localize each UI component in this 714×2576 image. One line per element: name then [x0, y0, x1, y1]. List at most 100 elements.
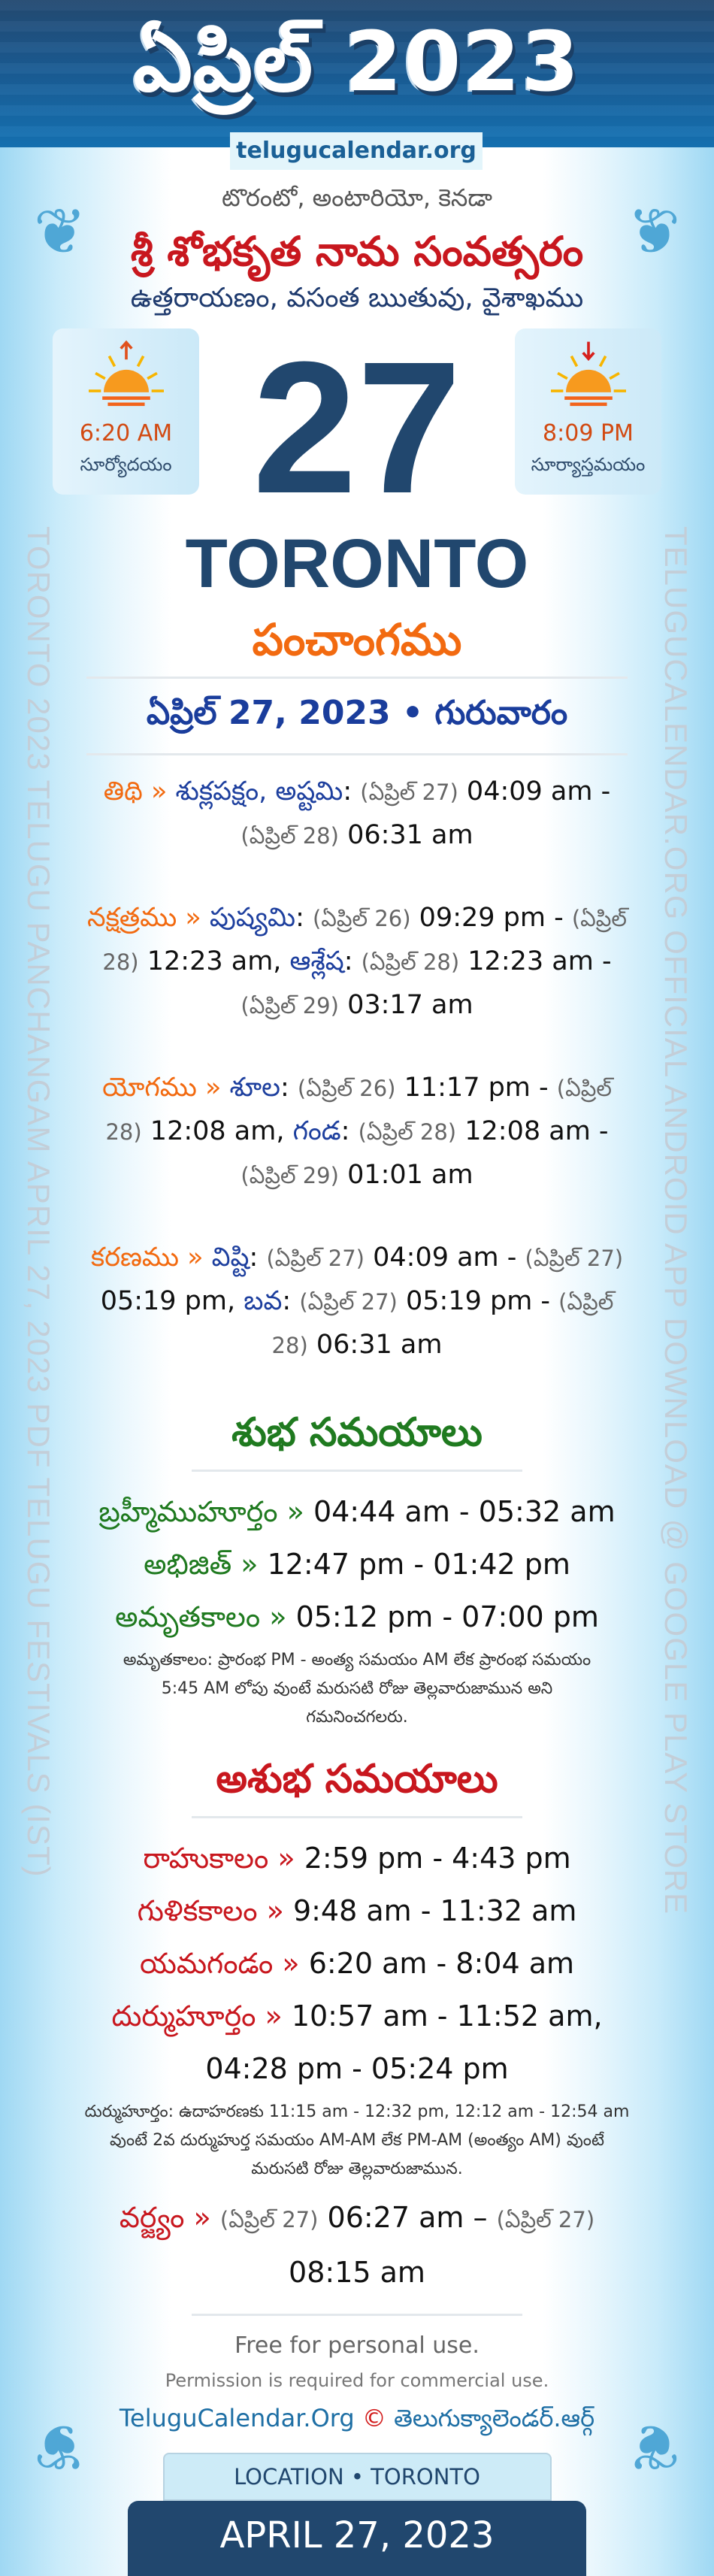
- divider: [192, 1816, 522, 1818]
- entry-date: (ఏప్రిల్ 28): [271, 1289, 614, 1358]
- sunrise-label: సూర్యోదయం: [80, 454, 172, 475]
- site-link-en[interactable]: TeluguCalendar.Org: [119, 2404, 355, 2432]
- varjyam-from-time: 06:27 am –: [327, 2201, 488, 2234]
- entry-date: (ఏప్రిల్ 26): [312, 906, 411, 931]
- sunset-time: 8:09 PM: [543, 420, 634, 446]
- entry-label: యోగము: [102, 1073, 197, 1103]
- entry-label: »: [179, 1243, 212, 1273]
- durmuhurtham-note: దుర్ముహూర్తం: ఉదాహరణకు 11:15 am - 12:32 …: [84, 2102, 630, 2178]
- ashubha-label: దుర్ముహూర్తం: [111, 1999, 256, 2033]
- separator: »: [256, 1999, 292, 2033]
- separator: »: [260, 1600, 296, 1633]
- entry-time: 12:08 am -: [456, 1116, 609, 1146]
- entry-date: (ఏప్రిల్ 29): [241, 1163, 339, 1188]
- entry-date: (ఏప్రిల్ 26): [297, 1076, 396, 1101]
- divider: [192, 2314, 522, 2316]
- entry-date: (ఏప్రిల్ 28): [241, 823, 339, 849]
- entry-name: శుక్లపక్షం, అష్టమి: [175, 776, 343, 807]
- ashubha-label: యమగండం: [139, 1947, 274, 1980]
- shubha-time: 04:44 am - 05:32 am: [313, 1495, 616, 1528]
- ashubha-row: గుళికకాలం » 9:48 am - 11:32 am: [83, 1884, 631, 1937]
- sunset-label: సూర్యాస్తమయం: [531, 454, 646, 475]
- entry-name: గండ: [292, 1116, 341, 1146]
- entry-time: 06:31 am: [338, 820, 473, 850]
- ashubha-row: యమగండం » 6:20 am - 8:04 am: [83, 1937, 631, 1990]
- separator: »: [231, 1548, 268, 1581]
- ashubha-time: 10:57 am - 11:52 am, 04:28 pm - 05:24 pm: [205, 1999, 603, 2085]
- entry-date: (ఏప్రిల్ 27): [525, 1246, 624, 1271]
- entry-date: (ఏప్రిల్ 27): [299, 1289, 398, 1315]
- divider: [86, 677, 628, 679]
- location-tab: LOCATION • TORONTO: [162, 2453, 552, 2501]
- site-badge[interactable]: telugucalendar.org: [230, 132, 483, 170]
- entry-time: 04:09 am -: [458, 776, 611, 807]
- entry-time: 12:23 am -: [459, 946, 612, 976]
- entry-label: »: [177, 903, 210, 933]
- separator: »: [257, 1894, 293, 1927]
- location-line: టొరంటో, అంటారియో, కెనడా: [221, 183, 493, 212]
- month-title: ఏప్రిల్ 2023: [133, 14, 581, 110]
- entry-date: (ఏప్రిల్ 28): [102, 906, 627, 975]
- shubha-row: బ్రహ్మీముహూర్తం » 04:44 am - 05:32 am: [83, 1485, 631, 1538]
- date-line: ఏప్రిల్ 27, 2023 • గురువారం: [146, 694, 568, 732]
- side-text-right: TELUGUCALENDAR.ORG OFFICIAL ANDROID APP …: [658, 526, 694, 1915]
- panchang-entry: తిథి » శుక్లపక్షం, అష్టమి: (ఏప్రిల్ 27) …: [83, 770, 631, 858]
- entry-name: బవ: [244, 1286, 283, 1316]
- entry-time: 01:01 am: [338, 1160, 473, 1190]
- ashubha-time: 9:48 am - 11:32 am: [292, 1894, 577, 1927]
- entry-time: 03:17 am: [338, 990, 473, 1020]
- separator: »: [277, 1495, 313, 1528]
- entry-date: (ఏప్రిల్ 27): [266, 1246, 365, 1271]
- entry-label: »: [142, 776, 176, 807]
- divider: [192, 1470, 522, 1472]
- ashubha-row: రాహుకాలం » 2:59 pm - 4:43 pm: [83, 1832, 631, 1884]
- ashubha-list: రాహుకాలం » 2:59 pm - 4:43 pm గుళికకాలం » …: [83, 1832, 631, 2095]
- main-content: తిథి » శుక్లపక్షం, అష్టమి: (ఏప్రిల్ 27) …: [83, 770, 631, 2576]
- sunrise-time: 6:20 AM: [79, 420, 173, 446]
- panchang-details: తిథి » శుక్లపక్షం, అష్టమి: (ఏప్రిల్ 27) …: [83, 770, 631, 1367]
- varjyam-to-date: (ఏప్రిల్ 27): [496, 2207, 595, 2232]
- entry-time: :: [343, 776, 361, 807]
- entry-date: (ఏప్రిల్ 28): [358, 1119, 457, 1145]
- shubha-label: అమృతకాలం: [115, 1600, 261, 1633]
- entry-date: (ఏప్రిల్ 28): [361, 949, 460, 975]
- entry-name: శూల: [229, 1073, 280, 1103]
- panchang-entry: కరణము » విష్టి: (ఏప్రిల్ 27) 04:09 am - …: [83, 1237, 631, 1367]
- corner-ornament-icon: ❦: [33, 195, 87, 268]
- entry-time: 12:23 am,: [138, 946, 290, 976]
- shubha-label: అభిజిత్: [144, 1548, 232, 1581]
- ashubha-heading: అశుభ సమయాలు: [216, 1757, 498, 1802]
- shubha-time: 12:47 pm - 01:42 pm: [267, 1548, 570, 1581]
- date-bar: APRIL 27, 2023: [128, 2501, 586, 2576]
- entry-date: (ఏప్రిల్ 28): [105, 1076, 612, 1145]
- varjyam-label: వర్జ్యం: [119, 2201, 185, 2234]
- entry-time: 06:31 am: [307, 1330, 443, 1360]
- entry-time: :: [280, 1073, 298, 1103]
- amrutha-note: అమృతకాలం: ప్రారంభ PM - అంత్య సమయం AM లేక…: [123, 1651, 591, 1727]
- entry-label: తిథి: [103, 776, 143, 807]
- separator: »: [268, 1842, 304, 1875]
- entry-time: 09:29 pm -: [410, 903, 572, 933]
- sunset-box: 8:09 PM సూర్యాస్తమయం: [515, 328, 661, 495]
- divider: [86, 753, 628, 755]
- side-text-left: TORONTO 2023 TELUGU PANCHANGAM APRIL 27,…: [21, 526, 56, 1878]
- entry-label: నక్షత్రము: [87, 903, 177, 933]
- ashubha-time: 2:59 pm - 4:43 pm: [304, 1842, 571, 1875]
- copyright-line: TeluguCalendar.Org © తెలుగుక్యాలెండర్.ఆర…: [83, 2400, 631, 2436]
- sunset-icon: [550, 341, 626, 407]
- entry-time: 12:08 am,: [141, 1116, 293, 1146]
- entry-time: :: [282, 1286, 300, 1316]
- sunrise-icon: [88, 340, 164, 407]
- panchang-entry: నక్షత్రము » పుష్యమి: (ఏప్రిల్ 26) 09:29 …: [83, 897, 631, 1028]
- separator: »: [184, 2201, 220, 2234]
- shubha-time: 05:12 pm - 07:00 pm: [295, 1600, 599, 1633]
- site-link-te[interactable]: తెలుగుక్యాలెండర్.ఆర్గ్: [394, 2404, 595, 2432]
- entry-time: :: [249, 1243, 267, 1273]
- entry-time: :: [295, 903, 313, 933]
- entry-name: విష్టి: [211, 1243, 250, 1273]
- entry-date: (ఏప్రిల్ 29): [241, 993, 339, 1019]
- separator: »: [273, 1947, 309, 1980]
- panchang-entry: యోగము » శూల: (ఏప్రిల్ 26) 11:17 pm - (ఏప…: [83, 1067, 631, 1197]
- entry-label: కరణము: [90, 1243, 179, 1273]
- copyright-icon: ©: [362, 2404, 386, 2432]
